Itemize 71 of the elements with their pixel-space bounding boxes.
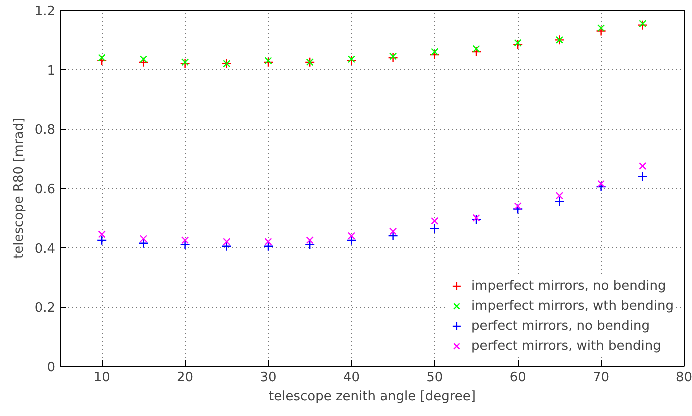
point xyxy=(346,56,357,66)
point xyxy=(138,57,149,68)
x-tick-label: 60 xyxy=(510,370,526,386)
point xyxy=(596,26,606,36)
point xyxy=(598,24,606,32)
legend-label: perfect mirrors, with bending xyxy=(471,338,662,354)
point xyxy=(513,40,524,50)
legend-label: perfect mirrors, no bending xyxy=(471,318,650,334)
point xyxy=(182,236,190,244)
point xyxy=(138,238,149,248)
point xyxy=(97,235,108,246)
point xyxy=(596,182,606,192)
point xyxy=(388,52,398,64)
point xyxy=(305,240,316,250)
x-axis-title: telescope zenith angle [degree] xyxy=(269,390,476,404)
point xyxy=(263,57,274,68)
y-tick-label: 0 xyxy=(47,360,56,376)
point xyxy=(598,180,606,188)
x-tick-label: 50 xyxy=(426,370,444,386)
x-tick-label: 30 xyxy=(260,370,277,386)
point xyxy=(471,214,482,225)
point xyxy=(263,241,274,252)
y-tick-label: 1.2 xyxy=(34,4,56,20)
point xyxy=(223,238,231,246)
point xyxy=(514,39,522,47)
point xyxy=(638,172,648,182)
legend-label: imperfect mirrors, wth bending xyxy=(471,298,674,314)
point xyxy=(98,230,106,238)
point xyxy=(182,58,190,66)
point xyxy=(638,20,648,30)
y-axis-title: telescope R80 [mrad] xyxy=(12,118,27,260)
y-tick-label: 0.6 xyxy=(34,182,56,198)
x-tick-label: 40 xyxy=(343,370,360,386)
point xyxy=(98,54,106,62)
point xyxy=(431,217,439,225)
point xyxy=(306,236,314,244)
point xyxy=(514,202,522,210)
point xyxy=(390,52,398,60)
point xyxy=(471,46,482,58)
y-tick-label: 0.4 xyxy=(34,242,56,257)
point xyxy=(180,240,190,250)
point xyxy=(472,214,480,222)
point xyxy=(430,50,440,60)
point xyxy=(390,228,398,236)
point xyxy=(513,204,524,214)
y-tick-label: 0.8 xyxy=(34,123,56,138)
point xyxy=(140,56,148,64)
point xyxy=(264,57,272,65)
point xyxy=(639,20,647,28)
point xyxy=(346,235,357,246)
point xyxy=(264,238,272,246)
legend-label: imperfect mirrors, no bending xyxy=(471,278,666,294)
point xyxy=(430,223,440,234)
x-tick-label: 80 xyxy=(676,370,692,386)
y-tick-label: 1 xyxy=(47,64,56,79)
point xyxy=(639,162,647,170)
y-tick-label: 0.2 xyxy=(34,301,56,316)
point xyxy=(388,230,398,242)
x-tick-label: 20 xyxy=(177,370,194,386)
point xyxy=(348,56,356,64)
point xyxy=(348,232,356,240)
point xyxy=(431,48,439,56)
point xyxy=(554,196,565,207)
x-tick-label: 10 xyxy=(94,370,110,386)
point xyxy=(556,192,564,200)
point xyxy=(180,58,190,69)
point xyxy=(222,241,232,252)
x-tick-label: 70 xyxy=(593,370,610,386)
point xyxy=(140,235,148,243)
point xyxy=(97,56,108,66)
point xyxy=(472,45,480,53)
